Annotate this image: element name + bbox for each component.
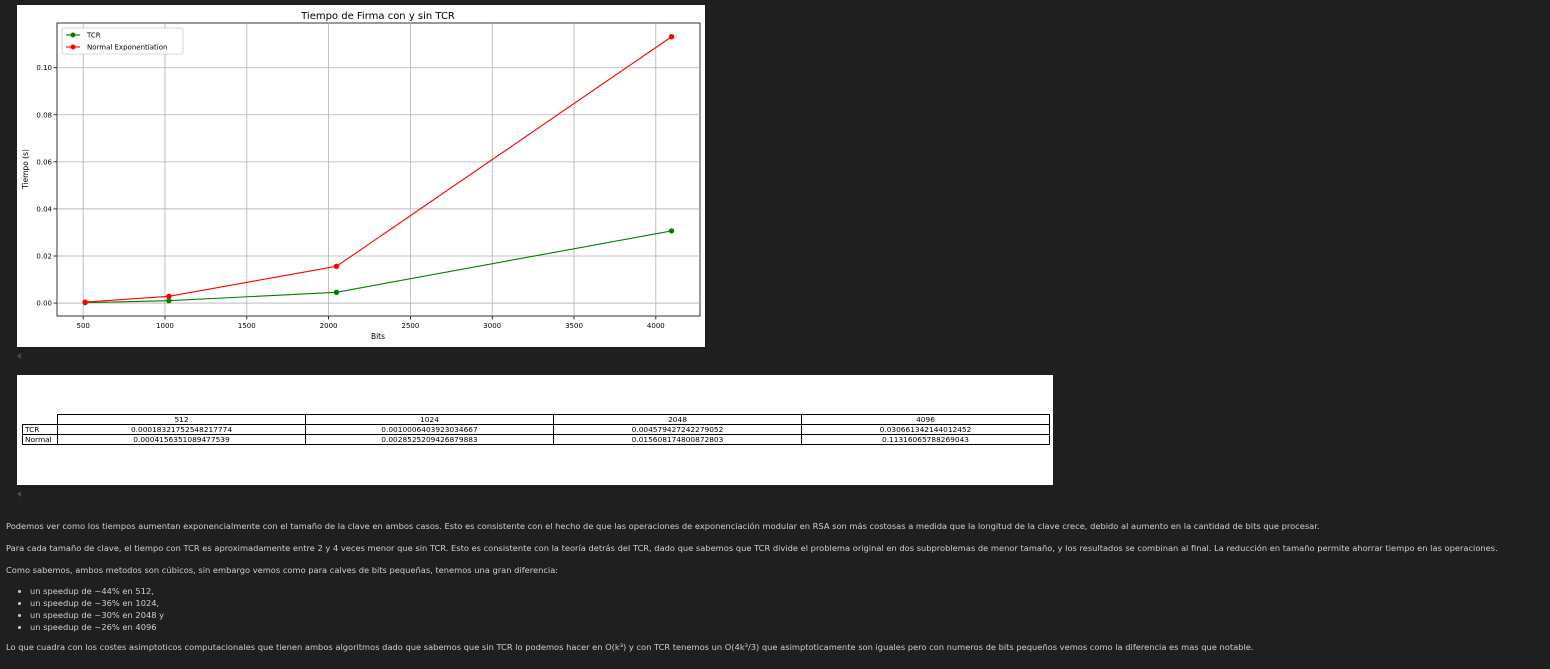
markdown-paragraph: Para cada tamaño de clave, el tiempo con…	[6, 543, 1498, 553]
y-tick-label: 0.00	[36, 300, 52, 308]
table-row: TCR 0.00018321752548217774 0.00100064039…	[22, 424, 1050, 435]
data-point-tcr	[333, 289, 340, 295]
table-cell: 0.015608174800872803	[553, 434, 802, 445]
x-axis-label: Bits	[371, 332, 385, 341]
table-cell: 0.11316065788269043	[801, 434, 1050, 445]
x-tick-label: 1000	[156, 322, 174, 330]
data-point-normal-exponentiation	[668, 34, 675, 40]
line-chart: 500 1000 1500 2000 2500 3000 3500 4000 0.00 0.02 0…	[21, 11, 701, 341]
chart-title: Tiempo de Firma con y sin TCR	[300, 11, 455, 22]
x-tick-label: 500	[76, 322, 89, 330]
y-tick-label: 0.10	[36, 64, 52, 72]
table-cell: 0.030661342144012452	[801, 424, 1050, 435]
table-cell: 0.0010006403923034667	[305, 424, 554, 435]
axis-ticks: 500 1000 1500 2000 2500 3000 3500 4000 0.00 0.02 0…	[36, 64, 664, 330]
dataframe-output: 512 1024 2048 4096 TCR 0.000183217525482…	[17, 375, 1053, 485]
table-row-label: TCR	[22, 424, 58, 435]
y-tick-label: 0.04	[36, 205, 52, 213]
results-table: 512 1024 2048 4096 TCR 0.000183217525482…	[22, 414, 1050, 445]
speedup-list: un speedup de ~44% en 512, un speedup de…	[6, 585, 1546, 633]
x-tick-label: 3000	[483, 322, 501, 330]
data-point-normal-exponentiation	[333, 263, 340, 270]
markdown-paragraph: Como sabemos, ambos metodos son cúbicos,…	[6, 565, 559, 575]
table-corner-cell	[23, 415, 58, 425]
markdown-cell: Podemos ver como los tiempos aumentan ex…	[6, 521, 1546, 653]
table-row-label: Normal	[22, 434, 58, 445]
x-tick-label: 4000	[647, 322, 665, 330]
table-cell: 0.0028525209426879883	[305, 434, 554, 445]
legend-marker-normal-exponentiation	[70, 44, 76, 50]
series-lines	[82, 34, 675, 306]
collapse-output-icon[interactable]	[17, 491, 21, 497]
table-header-cell: 512	[57, 414, 306, 425]
legend-box	[61, 27, 184, 55]
table-cell: 0.00018321752548217774	[57, 424, 306, 435]
y-axis-label: Tiempo (s)	[21, 149, 30, 190]
x-tick-label: 1500	[238, 322, 256, 330]
table-header-cell: 4096	[801, 414, 1050, 425]
plot-area	[56, 22, 701, 317]
line-chart-figure: 500 1000 1500 2000 2500 3000 3500 4000 0.00 0.02 0…	[17, 5, 705, 347]
data-point-tcr	[166, 298, 172, 304]
table-cell: 0.004579427242279052	[553, 424, 802, 435]
table-header-cell: 2048	[553, 414, 802, 425]
data-point-normal-exponentiation	[82, 299, 88, 305]
y-tick-label: 0.02	[36, 252, 52, 260]
list-item: un speedup de ~30% en 2048 y	[30, 609, 1546, 621]
grid-lines	[57, 23, 700, 316]
table-cell: 0.0004156351089477539	[57, 434, 306, 445]
legend: TCR Normal Exponentiation	[61, 27, 184, 55]
y-tick-label: 0.08	[36, 111, 52, 119]
legend-marker-tcr	[70, 32, 76, 38]
table-header-cell: 1024	[305, 414, 554, 425]
table-row: Normal 0.0004156351089477539 0.002852520…	[22, 434, 1050, 445]
data-point-normal-exponentiation	[166, 293, 172, 300]
series-line-tcr	[85, 230, 672, 304]
y-tick-label: 0.06	[36, 158, 52, 166]
markdown-paragraph: Podemos ver como los tiempos aumentan ex…	[6, 521, 1320, 531]
legend-label: TCR	[86, 32, 101, 40]
legend-label: Normal Exponentiation	[87, 44, 167, 52]
collapse-output-icon[interactable]	[17, 353, 21, 359]
x-tick-label: 3500	[565, 322, 583, 330]
markdown-paragraph: Lo que cuadra con los costes asimptotico…	[6, 642, 1254, 652]
x-tick-label: 2500	[401, 322, 419, 330]
list-item: un speedup de ~26% en 4096	[30, 621, 1546, 633]
list-item: un speedup de ~44% en 512,	[30, 585, 1546, 597]
series-line-normal-exponentiation	[85, 36, 672, 303]
list-item: un speedup de ~36% en 1024,	[30, 597, 1546, 609]
x-tick-label: 2000	[320, 322, 338, 330]
table-header-row: 512 1024 2048 4096	[23, 414, 1050, 425]
data-point-tcr	[668, 228, 675, 234]
